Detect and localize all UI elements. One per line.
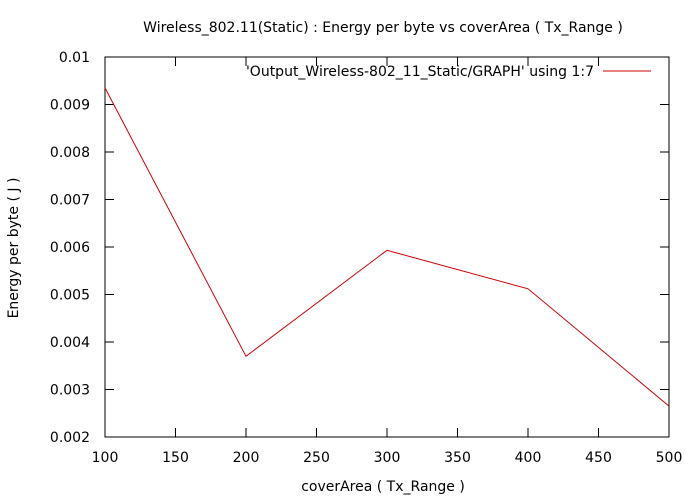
x-axis-label: coverArea ( Tx_Range )	[301, 479, 465, 495]
y-tick-label: 0.01	[59, 50, 90, 66]
x-tick-label: 300	[374, 450, 401, 466]
y-tick-label: 0.008	[50, 145, 90, 161]
y-tick-label: 0.007	[50, 193, 90, 209]
y-tick-label: 0.005	[50, 288, 90, 304]
x-tick-label: 500	[656, 450, 683, 466]
y-tick-label: 0.009	[50, 98, 90, 114]
x-tick-label: 350	[444, 450, 471, 466]
y-axis-label: Energy per byte ( J )	[6, 178, 22, 319]
x-ticks: 100 150 200 250 300 350 400 450 500	[92, 57, 683, 466]
x-tick-label: 450	[585, 450, 612, 466]
x-tick-label: 100	[92, 450, 119, 466]
legend: 'Output_Wireless-802_11_Static/GRAPH' us…	[246, 64, 651, 80]
x-tick-label: 200	[233, 450, 260, 466]
y-tick-label: 0.002	[50, 430, 90, 446]
y-tick-label: 0.003	[50, 383, 90, 399]
x-tick-label: 400	[515, 450, 542, 466]
series-line	[104, 87, 670, 407]
y-ticks: 0.002 0.003 0.004 0.005 0.006 0.007 0.008 0.009…	[50, 50, 669, 446]
chart-title: Wireless_802.11(Static) : Energy per byt…	[143, 20, 623, 36]
legend-label: 'Output_Wireless-802_11_Static/GRAPH' us…	[246, 64, 594, 80]
x-tick-label: 150	[162, 450, 189, 466]
y-tick-label: 0.004	[50, 335, 90, 351]
series-layer	[104, 87, 670, 407]
y-tick-label: 0.006	[50, 240, 90, 256]
x-tick-label: 250	[303, 450, 330, 466]
